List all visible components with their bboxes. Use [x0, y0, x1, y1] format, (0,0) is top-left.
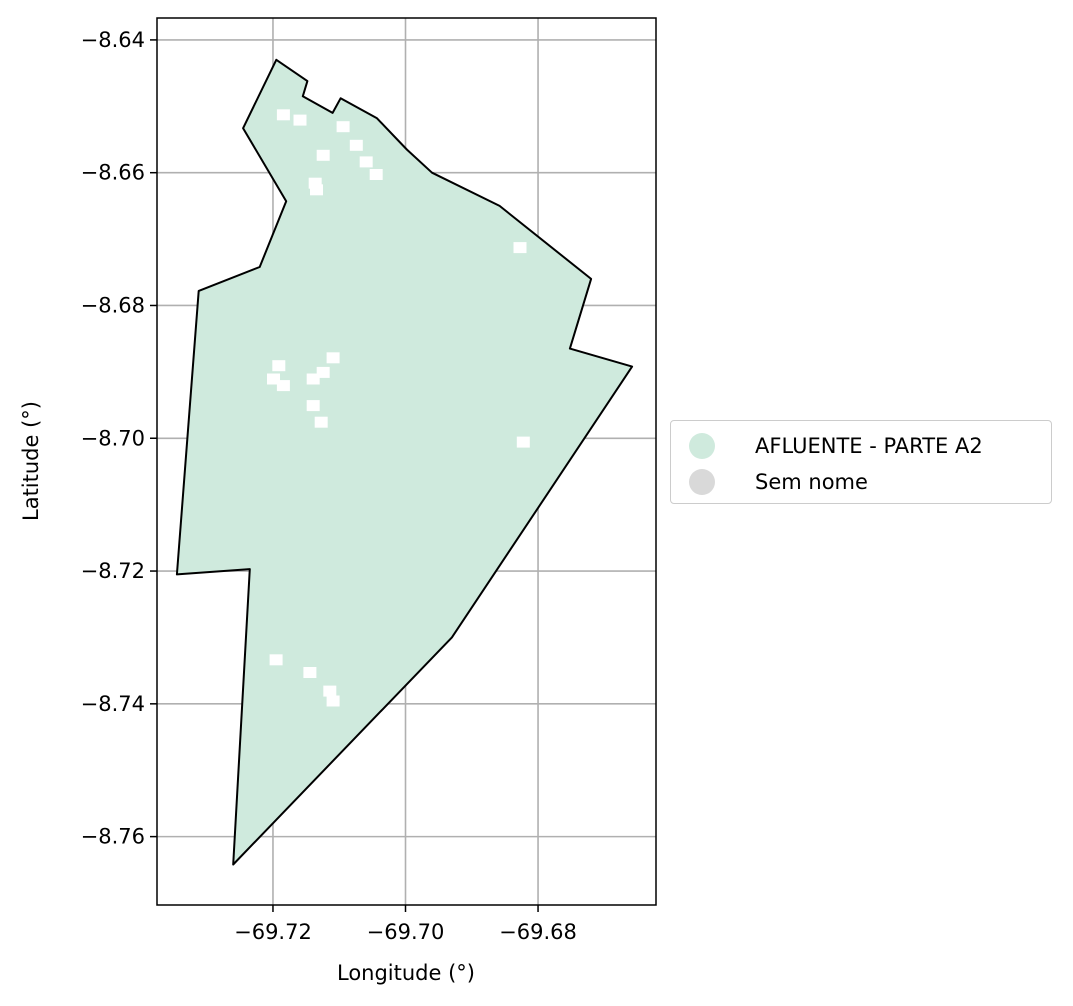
y-tick-label: −8.70	[81, 426, 145, 450]
legend-item: AFLUENTE - PARTE A2	[689, 431, 983, 461]
region-hole	[326, 695, 340, 707]
region-hole	[369, 169, 383, 180]
x-tick-label: −69.72	[234, 920, 312, 944]
legend-item: Sem nome	[689, 467, 868, 497]
region-hole	[276, 109, 290, 121]
plot-frame	[156, 17, 657, 906]
region-hole	[323, 685, 337, 697]
y-tick-label: −8.66	[81, 161, 145, 185]
x-tick-label: −69.70	[367, 920, 445, 944]
region-hole	[269, 654, 283, 666]
x-axis-label: Longitude (°)	[337, 961, 475, 985]
region-hole	[314, 416, 328, 428]
region-hole	[306, 373, 320, 385]
legend-label: Sem nome	[755, 470, 868, 494]
y-tick-label: −8.68	[81, 293, 145, 317]
region-hole	[272, 360, 286, 372]
y-axis-label: Latitude (°)	[19, 401, 43, 521]
polygon-layer	[175, 58, 634, 866]
region-hole	[303, 667, 317, 678]
legend-swatch	[689, 433, 715, 459]
region-hole	[310, 184, 323, 196]
x-tick-label: −69.68	[499, 920, 577, 944]
region-hole	[326, 352, 340, 364]
region-hole	[306, 400, 320, 412]
y-tick-label: −8.72	[81, 559, 145, 583]
y-tick-label: −8.64	[81, 28, 145, 52]
region-hole	[516, 436, 530, 448]
y-tick-label: −8.74	[81, 692, 145, 716]
region-hole	[349, 139, 363, 151]
region-outline	[175, 58, 634, 866]
region-hole	[276, 380, 290, 392]
legend-swatch	[689, 469, 715, 495]
region-hole	[513, 242, 527, 254]
legend: AFLUENTE - PARTE A2 Sem nome	[670, 420, 1052, 504]
region-hole	[308, 177, 322, 189]
region-hole	[267, 373, 280, 385]
axes-ticks: −69.72 −69.70 −69.68 −8.64 −8.66 −8.68 −8.70 −8…	[81, 28, 577, 944]
region-hole	[316, 366, 330, 378]
region-polygon	[176, 59, 633, 865]
region-hole	[359, 156, 373, 168]
region-hole	[316, 149, 330, 161]
region-hole	[336, 121, 350, 133]
region-hole	[293, 114, 307, 126]
legend-label: AFLUENTE - PARTE A2	[755, 434, 983, 458]
y-tick-label: −8.76	[81, 825, 145, 849]
